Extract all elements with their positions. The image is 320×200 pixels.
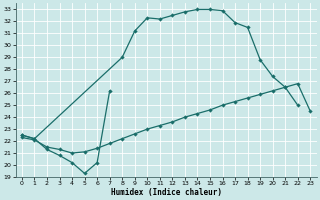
X-axis label: Humidex (Indice chaleur): Humidex (Indice chaleur) <box>111 188 221 197</box>
